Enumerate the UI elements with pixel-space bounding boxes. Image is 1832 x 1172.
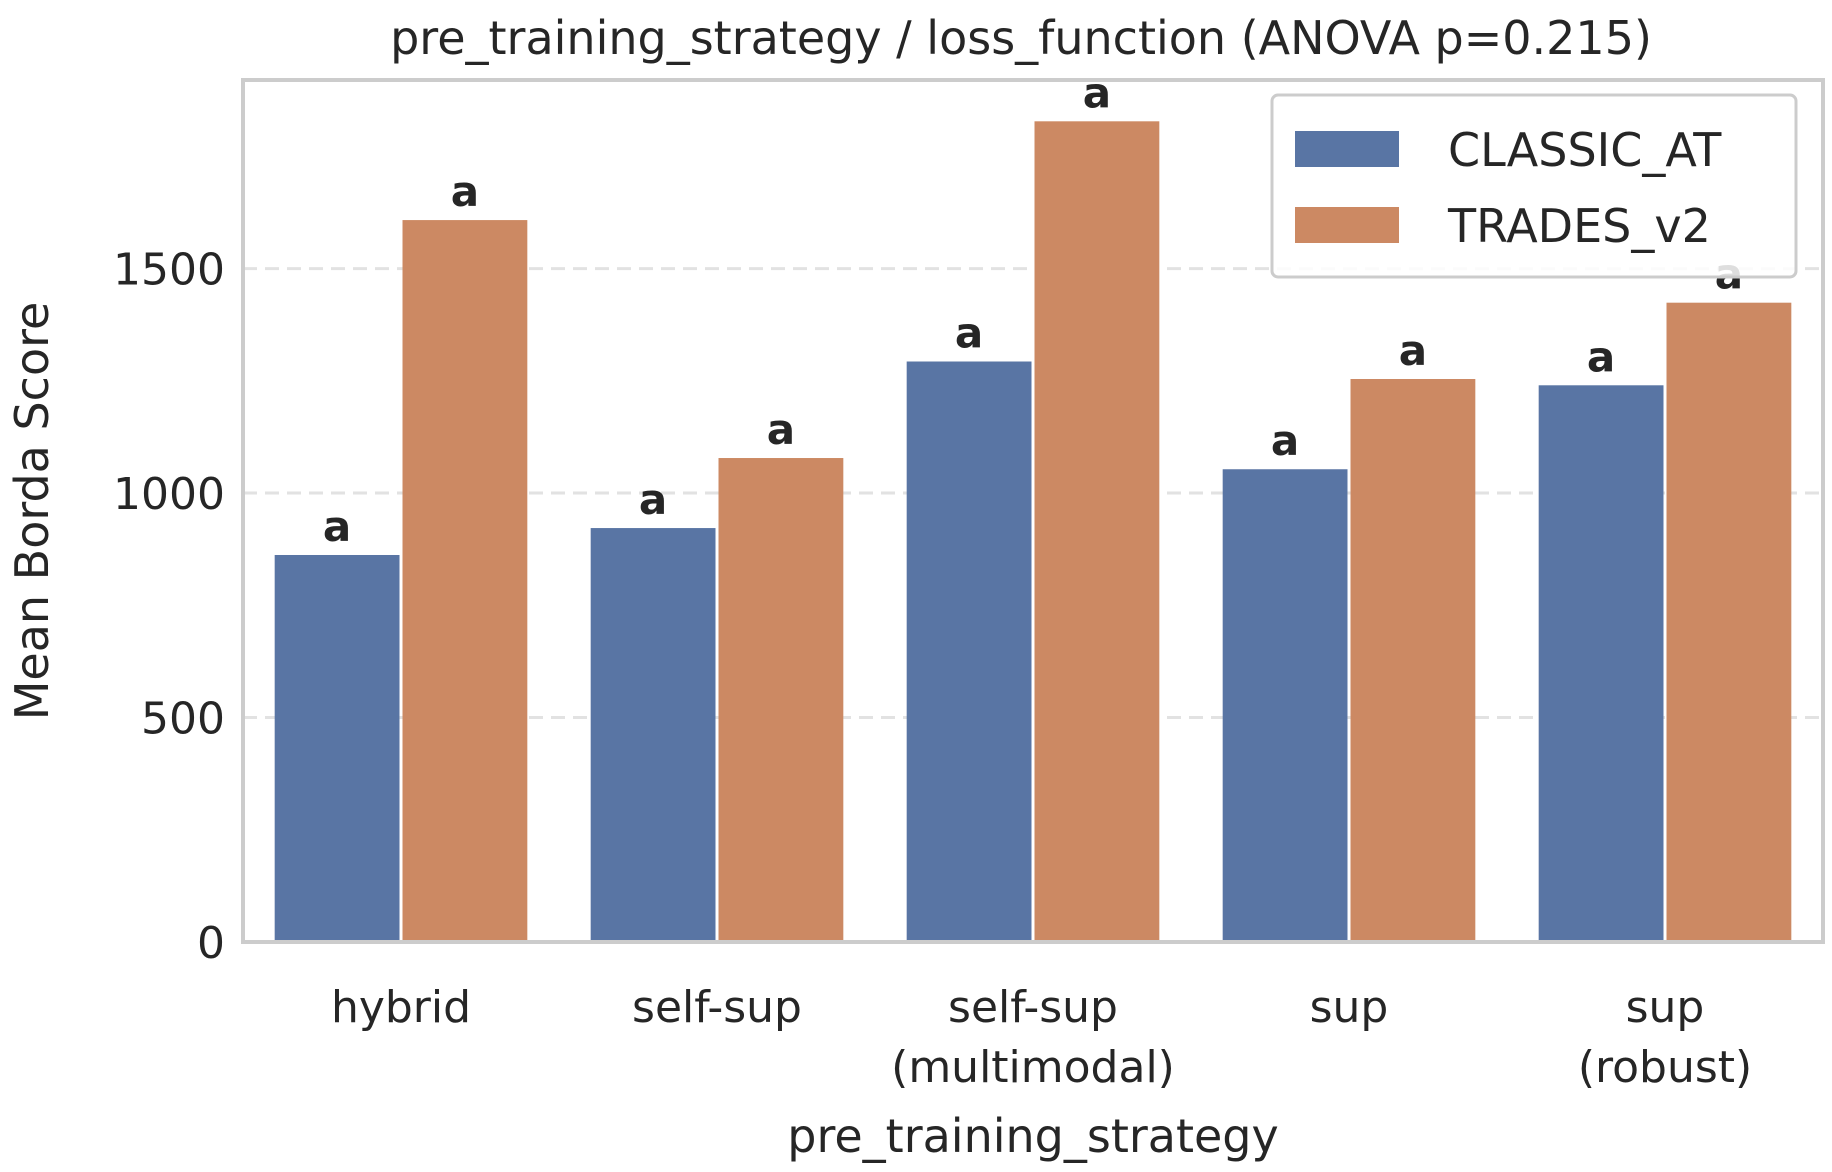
bar-significance-label: a (639, 475, 667, 524)
bar-significance-label: a (1399, 326, 1427, 375)
bar-classic-at (590, 528, 716, 942)
y-tick-label: 1500 (113, 245, 225, 296)
legend-swatch-classic-at (1295, 131, 1399, 167)
x-tick-label: (multimodal) (891, 1042, 1175, 1093)
bar-classic-at (274, 554, 400, 942)
bar-classic-at (1222, 469, 1348, 942)
bar-labels: aaaaaaaaaa (323, 68, 1743, 551)
legend-label-classic-at: CLASSIC_AT (1448, 123, 1722, 177)
x-tick-label: self-sup (948, 982, 1118, 1033)
x-tick-label: (robust) (1578, 1042, 1752, 1093)
bar-significance-label: a (1083, 68, 1111, 117)
x-tick-label: self-sup (632, 982, 802, 1033)
bar-significance-label: a (1587, 332, 1615, 381)
x-tick-label: sup (1626, 982, 1705, 1033)
y-axis-label: Mean Borda Score (5, 302, 59, 721)
bar-trades-v2 (1666, 302, 1792, 942)
y-tick-label: 1000 (113, 469, 225, 520)
legend-box (1270, 93, 1798, 279)
bar-significance-label: a (1271, 416, 1299, 465)
bar-trades-v2 (1034, 121, 1160, 942)
x-tick-label: hybrid (331, 982, 471, 1033)
bars (274, 121, 1792, 943)
legend-label-trades-v2: TRADES_v2 (1447, 199, 1711, 253)
x-tick-label: sup (1310, 982, 1389, 1033)
x-axis-ticks: hybrid self-sup self-sup (multimodal) sup sup… (331, 982, 1752, 1093)
bar-classic-at (906, 361, 1032, 942)
y-tick-label: 500 (141, 694, 225, 745)
y-tick-label: 0 (197, 918, 225, 969)
bar-trades-v2 (402, 220, 528, 942)
bar-classic-at (1538, 385, 1664, 943)
bar-significance-label: a (767, 405, 795, 454)
y-axis-ticks: 0 500 1000 1500 (113, 245, 225, 969)
legend-swatch-trades-v2 (1295, 207, 1399, 243)
chart-title: pre_training_strategy / loss_function (A… (390, 11, 1652, 65)
bar-significance-label: a (955, 308, 983, 357)
plot-frame (241, 78, 1825, 944)
bar-trades-v2 (1350, 379, 1476, 943)
x-axis-label: pre_training_strategy (787, 1109, 1278, 1163)
legend: CLASSIC_AT TRADES_v2 (1270, 93, 1798, 279)
bar-significance-label: a (323, 502, 351, 551)
bar-significance-label: a (451, 167, 479, 216)
bar-trades-v2 (718, 458, 844, 942)
